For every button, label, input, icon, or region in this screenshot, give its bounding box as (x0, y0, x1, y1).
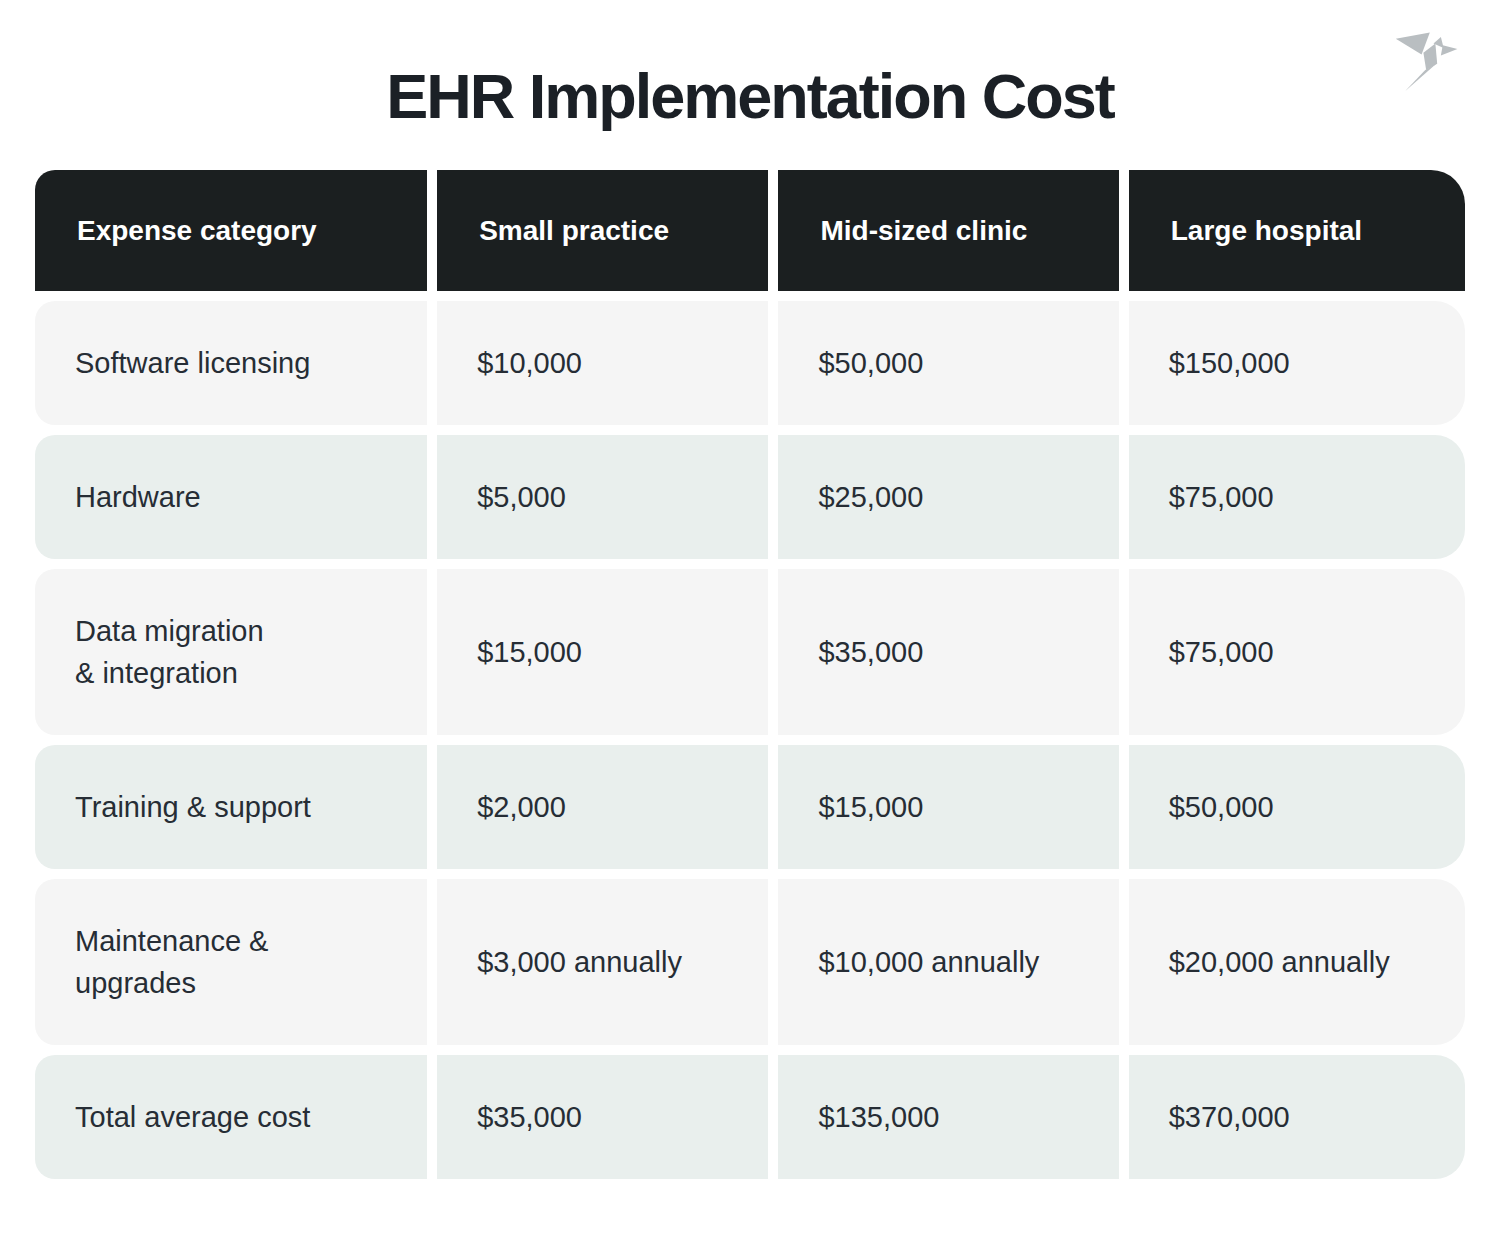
header-cell-mid-sized-clinic: Mid-sized clinic (778, 170, 1118, 291)
category-cell: Software licensing (35, 301, 427, 425)
cost-table: Expense category Small practice Mid-size… (35, 170, 1465, 1179)
category-cell: Maintenance & upgrades (35, 879, 427, 1045)
value-cell: $10,000 annually (778, 879, 1118, 1045)
value-cell: $20,000 annually (1129, 879, 1465, 1045)
category-cell: Total average cost (35, 1055, 427, 1179)
value-cell: $15,000 (437, 569, 768, 735)
value-cell: $2,000 (437, 745, 768, 869)
header-cell-small-practice: Small practice (437, 170, 768, 291)
value-cell: $50,000 (1129, 745, 1465, 869)
value-cell: $5,000 (437, 435, 768, 559)
value-cell: $25,000 (778, 435, 1118, 559)
origami-bird-logo-icon (1382, 18, 1474, 102)
value-cell: $75,000 (1129, 435, 1465, 559)
value-cell: $35,000 (778, 569, 1118, 735)
page: EHR Implementation Cost Expense category… (0, 0, 1500, 1240)
header-cell-expense-category: Expense category (35, 170, 427, 291)
value-cell: $15,000 (778, 745, 1118, 869)
category-cell: Data migration & integration (35, 569, 427, 735)
header-cell-large-hospital: Large hospital (1129, 170, 1465, 291)
category-cell: Hardware (35, 435, 427, 559)
value-cell: $75,000 (1129, 569, 1465, 735)
page-title: EHR Implementation Cost (0, 0, 1500, 132)
category-cell: Training & support (35, 745, 427, 869)
value-cell: $50,000 (778, 301, 1118, 425)
value-cell: $35,000 (437, 1055, 768, 1179)
value-cell: $3,000 annually (437, 879, 768, 1045)
value-cell: $135,000 (778, 1055, 1118, 1179)
value-cell: $10,000 (437, 301, 768, 425)
value-cell: $150,000 (1129, 301, 1465, 425)
value-cell: $370,000 (1129, 1055, 1465, 1179)
